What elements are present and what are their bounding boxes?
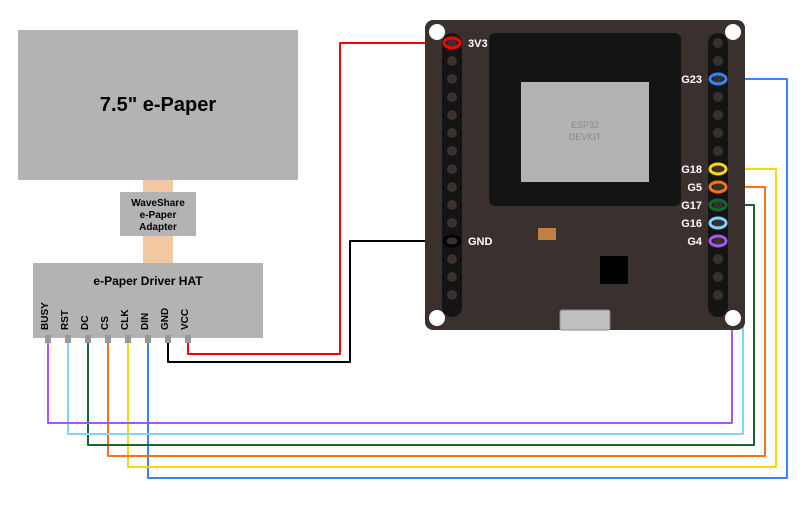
- hat-pin-label-din: DIN: [140, 313, 151, 330]
- esp32-chip-label: DEVKIT: [569, 132, 602, 142]
- pin-hole: [713, 110, 723, 120]
- pin-hole: [447, 290, 457, 300]
- pin-hole: [713, 128, 723, 138]
- pin-label-gnd: GND: [468, 236, 493, 248]
- hat-pin-label-rst: RST: [60, 310, 71, 330]
- board-component-2: [600, 256, 628, 284]
- board-component-1: [538, 228, 556, 240]
- hat-pin-cs: [105, 335, 111, 343]
- hat-pin-gnd: [165, 335, 171, 343]
- pin-hole: [713, 290, 723, 300]
- pin-hole: [713, 38, 723, 48]
- pin-hole: [447, 272, 457, 282]
- pin-label-3v3: 3V3: [468, 38, 488, 50]
- pin-label-g23: G23: [681, 74, 702, 86]
- mounting-hole: [429, 24, 445, 40]
- hat-pin-label-cs: CS: [100, 316, 111, 330]
- pin-label-g4: G4: [687, 236, 703, 248]
- pin-label-g5: G5: [687, 182, 702, 194]
- pin-hole: [447, 200, 457, 210]
- pin-hole: [713, 146, 723, 156]
- pin-hole: [447, 164, 457, 174]
- pin-hole: [447, 182, 457, 192]
- adapter-label-line: e-Paper: [140, 210, 177, 221]
- hat-pin-busy: [45, 335, 51, 343]
- hat-pin-dc: [85, 335, 91, 343]
- hat-pin-label-clk: CLK: [120, 309, 131, 330]
- esp32-chip-label: ESP32: [571, 120, 599, 130]
- mounting-hole: [429, 310, 445, 326]
- hat-pin-label-gnd: GND: [160, 308, 171, 330]
- pin-hole: [713, 56, 723, 66]
- hat-pin-clk: [125, 335, 131, 343]
- pin-hole: [447, 92, 457, 102]
- pin-hole: [447, 110, 457, 120]
- mounting-hole: [725, 24, 741, 40]
- hat-pin-din: [145, 335, 151, 343]
- hat-label: e-Paper Driver HAT: [93, 274, 203, 288]
- pin-label-g17: G17: [681, 200, 702, 212]
- pin-hole: [713, 92, 723, 102]
- adapter-label-line: WaveShare: [131, 198, 185, 209]
- pin-label-g16: G16: [681, 218, 702, 230]
- pin-hole: [447, 74, 457, 84]
- hat-pin-label-busy: BUSY: [40, 302, 51, 330]
- hat-pin-label-dc: DC: [80, 316, 91, 330]
- pin-hole: [447, 218, 457, 228]
- epaper-label: 7.5" e-Paper: [100, 94, 216, 116]
- hat-pin-vcc: [185, 335, 191, 343]
- ribbon-cable-lower: [143, 236, 173, 263]
- pin-hole: [447, 254, 457, 264]
- pin-hole: [713, 254, 723, 264]
- hat-pin-label-vcc: VCC: [180, 309, 191, 330]
- pin-hole: [447, 146, 457, 156]
- adapter-label-line: Adapter: [139, 222, 177, 233]
- pin-label-g18: G18: [681, 164, 702, 176]
- usb-port: [560, 310, 610, 330]
- mounting-hole: [725, 310, 741, 326]
- pin-hole: [713, 272, 723, 282]
- pin-hole: [447, 128, 457, 138]
- hat-pin-rst: [65, 335, 71, 343]
- pin-hole: [447, 56, 457, 66]
